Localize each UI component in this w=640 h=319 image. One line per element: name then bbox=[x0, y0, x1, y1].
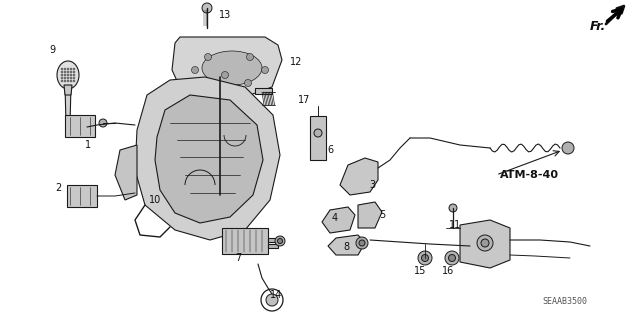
Polygon shape bbox=[155, 95, 263, 223]
Circle shape bbox=[67, 68, 69, 70]
Circle shape bbox=[61, 80, 63, 82]
Polygon shape bbox=[172, 37, 282, 95]
Text: 8: 8 bbox=[343, 242, 349, 252]
Circle shape bbox=[191, 66, 198, 73]
Circle shape bbox=[73, 77, 75, 79]
Circle shape bbox=[67, 77, 69, 79]
Circle shape bbox=[64, 77, 66, 79]
Polygon shape bbox=[115, 145, 137, 200]
Circle shape bbox=[418, 251, 432, 265]
Polygon shape bbox=[460, 220, 510, 268]
Circle shape bbox=[70, 74, 72, 76]
Polygon shape bbox=[328, 235, 365, 255]
Circle shape bbox=[275, 236, 285, 246]
Circle shape bbox=[61, 71, 63, 73]
Circle shape bbox=[64, 74, 66, 76]
Circle shape bbox=[562, 142, 574, 154]
Circle shape bbox=[64, 68, 66, 70]
Circle shape bbox=[445, 251, 459, 265]
Polygon shape bbox=[65, 115, 95, 137]
Text: 1: 1 bbox=[85, 140, 91, 150]
Polygon shape bbox=[64, 85, 72, 95]
Circle shape bbox=[481, 239, 489, 247]
Text: 5: 5 bbox=[379, 210, 385, 220]
Circle shape bbox=[99, 119, 107, 127]
Polygon shape bbox=[268, 244, 278, 248]
Text: 15: 15 bbox=[414, 266, 426, 276]
Polygon shape bbox=[210, 93, 235, 110]
Text: 16: 16 bbox=[442, 266, 454, 276]
Text: Fr.: Fr. bbox=[590, 20, 606, 33]
Circle shape bbox=[356, 237, 368, 249]
Circle shape bbox=[422, 255, 429, 262]
Text: 7: 7 bbox=[235, 253, 241, 263]
Polygon shape bbox=[135, 77, 280, 240]
Ellipse shape bbox=[202, 51, 262, 85]
Circle shape bbox=[70, 71, 72, 73]
Circle shape bbox=[449, 255, 456, 262]
Circle shape bbox=[246, 54, 253, 61]
Polygon shape bbox=[222, 228, 268, 254]
Circle shape bbox=[70, 80, 72, 82]
Circle shape bbox=[61, 74, 63, 76]
Circle shape bbox=[266, 294, 278, 306]
Circle shape bbox=[67, 71, 69, 73]
Circle shape bbox=[67, 80, 69, 82]
Text: 10: 10 bbox=[149, 195, 161, 205]
Circle shape bbox=[244, 79, 252, 86]
Circle shape bbox=[73, 68, 75, 70]
Circle shape bbox=[64, 80, 66, 82]
Circle shape bbox=[70, 68, 72, 70]
Text: 2: 2 bbox=[55, 183, 61, 193]
Text: 14: 14 bbox=[270, 290, 282, 300]
Ellipse shape bbox=[57, 61, 79, 89]
Text: 6: 6 bbox=[327, 145, 333, 155]
Polygon shape bbox=[358, 202, 382, 228]
Polygon shape bbox=[65, 85, 71, 125]
Circle shape bbox=[64, 71, 66, 73]
Circle shape bbox=[262, 66, 269, 73]
Circle shape bbox=[205, 54, 211, 61]
Circle shape bbox=[202, 79, 209, 86]
Circle shape bbox=[67, 74, 69, 76]
Circle shape bbox=[449, 204, 457, 212]
Text: 11: 11 bbox=[449, 220, 461, 230]
Text: 13: 13 bbox=[219, 10, 231, 20]
Text: SEAAB3500: SEAAB3500 bbox=[543, 298, 588, 307]
Circle shape bbox=[202, 3, 212, 13]
Circle shape bbox=[73, 80, 75, 82]
Circle shape bbox=[278, 239, 282, 243]
Circle shape bbox=[61, 68, 63, 70]
Circle shape bbox=[73, 74, 75, 76]
Circle shape bbox=[477, 235, 493, 251]
Circle shape bbox=[314, 129, 322, 137]
Circle shape bbox=[73, 71, 75, 73]
Text: 4: 4 bbox=[332, 213, 338, 223]
Polygon shape bbox=[67, 185, 97, 207]
Text: 3: 3 bbox=[369, 180, 375, 190]
Text: ATM-8-40: ATM-8-40 bbox=[500, 170, 559, 180]
Polygon shape bbox=[255, 88, 272, 94]
Polygon shape bbox=[268, 238, 278, 242]
Circle shape bbox=[359, 240, 365, 246]
Polygon shape bbox=[322, 207, 355, 233]
Text: 17: 17 bbox=[298, 95, 310, 105]
Circle shape bbox=[221, 71, 228, 78]
Text: 9: 9 bbox=[49, 45, 55, 55]
Polygon shape bbox=[340, 158, 378, 195]
Circle shape bbox=[70, 77, 72, 79]
Polygon shape bbox=[310, 116, 326, 160]
Text: 12: 12 bbox=[290, 57, 302, 67]
Circle shape bbox=[61, 77, 63, 79]
